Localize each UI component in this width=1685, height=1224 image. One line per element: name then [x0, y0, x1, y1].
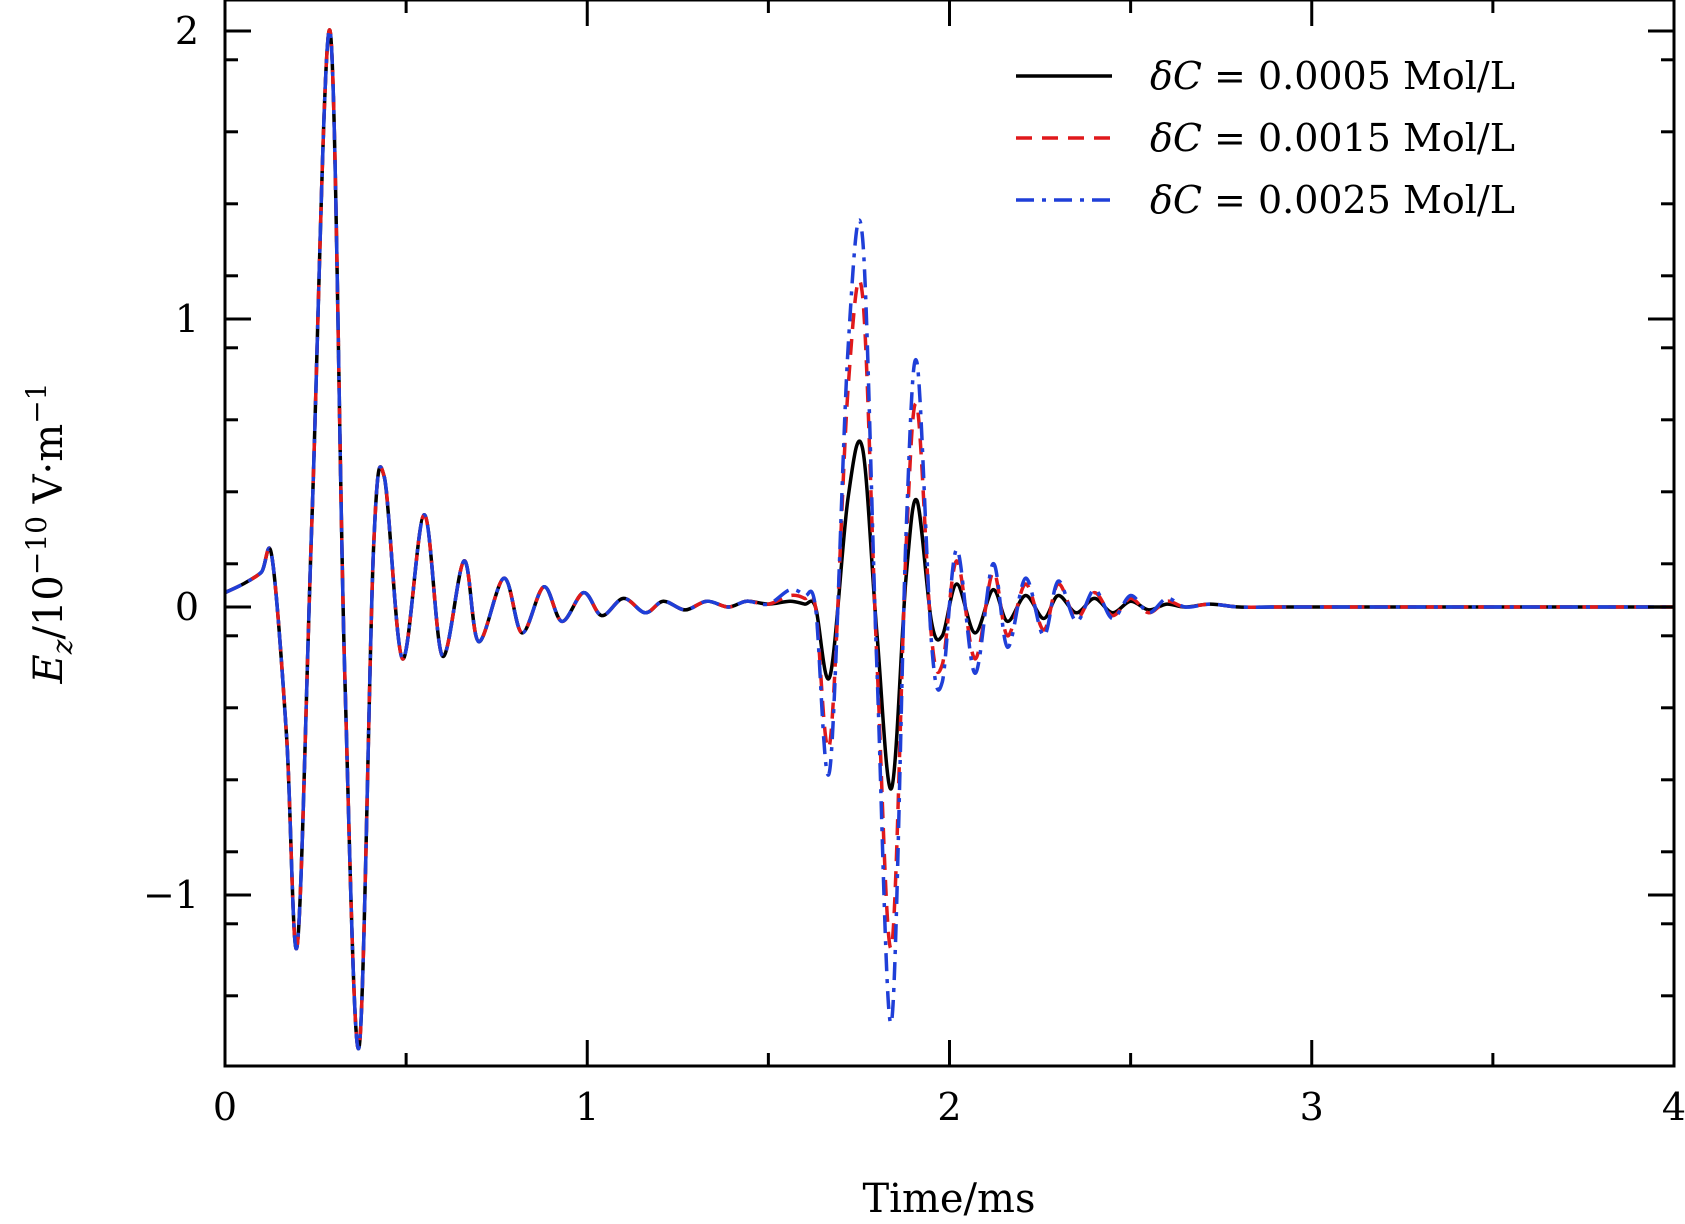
y-tick-label-3: 2 [175, 9, 199, 53]
legend: δC = 0.0005 Mol/L δC = 0.0015 Mol/L δC = 0… [1016, 54, 1515, 222]
x-tick-label-1: 1 [575, 1085, 599, 1129]
y-axis-title-rest: /10 [26, 575, 72, 639]
y-tick-label-2: 1 [175, 297, 199, 341]
x-tick-label-0: 0 [213, 1085, 237, 1129]
y-axis-title-exp2: −1 [20, 383, 53, 424]
legend-label-0: δC = 0.0005 Mol/L [1150, 54, 1515, 98]
x-tick-label-2: 2 [937, 1085, 961, 1129]
y-axis-title-unit: V·m [26, 424, 72, 516]
y-tick-label-1: 0 [175, 585, 199, 629]
legend-label-2: δC = 0.0025 Mol/L [1150, 178, 1515, 222]
series-layer [225, 28, 1674, 1051]
x-tick-label-3: 3 [1300, 1085, 1324, 1129]
ticks-layer [223, 0, 1676, 1066]
legend-label-1: δC = 0.0015 Mol/L [1150, 116, 1515, 160]
x-tick-label-4: 4 [1662, 1085, 1685, 1129]
x-axis-title: Time/ms [862, 1176, 1035, 1222]
y-axis-title-exp1: −10 [20, 516, 53, 575]
y-tick-label-0: −1 [143, 873, 199, 917]
y-axis-title-sub: z [46, 639, 79, 655]
y-axis-title-base: E [26, 654, 72, 684]
tick-labels-layer: 0 1 2 3 4 −1 0 1 2 [143, 9, 1685, 1129]
series-line-2 [225, 28, 1674, 1051]
series-line-1 [225, 28, 1674, 1051]
y-axis-title: Ez/10−10 V·m−1 [20, 383, 79, 685]
